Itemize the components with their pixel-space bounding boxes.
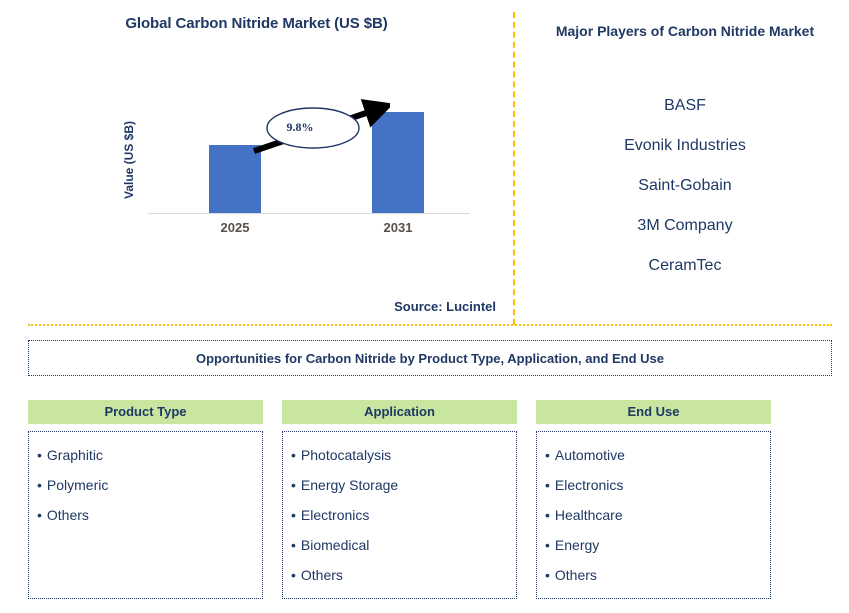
- cagr-value-label: 9.8%: [286, 120, 314, 134]
- list-item-label: Electronics: [554, 477, 624, 493]
- major-players-panel: Major Players of Carbon Nitride Market B…: [515, 0, 849, 325]
- major-players-title: Major Players of Carbon Nitride Market: [555, 23, 815, 39]
- bullet-icon: •: [37, 507, 42, 523]
- horizontal-divider: [28, 324, 832, 326]
- bullet-icon: •: [545, 447, 550, 463]
- list-item: • Others: [545, 560, 770, 590]
- category-list: • Photocatalysis • Energy Storage • Electro…: [282, 431, 517, 599]
- opportunities-banner-text: Opportunities for Carbon Nitride by Prod…: [195, 350, 665, 366]
- bullet-icon: •: [545, 537, 550, 553]
- chart-title: Global Carbon Nitride Market (US $B): [125, 15, 388, 32]
- x-tick-label-2031: 2031: [383, 220, 413, 235]
- list-item: Saint-Gobain: [638, 177, 732, 194]
- x-tick-label-2025: 2025: [220, 220, 250, 235]
- list-item: 3M Company: [637, 217, 733, 234]
- list-item: • Others: [37, 500, 262, 530]
- list-item: • Graphitic: [37, 440, 262, 470]
- bar-2031: [372, 112, 424, 213]
- list-item: • Energy Storage: [291, 470, 516, 500]
- list-item-label: Automotive: [554, 447, 625, 463]
- list-item-label: Energy: [554, 537, 600, 553]
- list-item: • Electronics: [545, 470, 770, 500]
- list-item-label: Electronics: [300, 507, 370, 523]
- bullet-icon: •: [37, 477, 42, 493]
- bullet-icon: •: [545, 567, 550, 583]
- list-item-label: Polymeric: [46, 477, 109, 493]
- category-column-product-type: Product Type • Graphitic • Polymeric • Othe…: [28, 400, 263, 599]
- category-column-application: Application • Photocatalysis • Energy Stor…: [282, 400, 517, 599]
- category-header: Product Type: [28, 400, 263, 424]
- list-item: • Electronics: [291, 500, 516, 530]
- category-list: • Automotive • Electronics • Healthcare • En…: [536, 431, 771, 599]
- list-item: CeramTec: [648, 257, 722, 274]
- list-item: • Energy: [545, 530, 770, 560]
- bullet-icon: •: [291, 537, 296, 553]
- vertical-divider: [513, 12, 515, 325]
- list-item: • Photocatalysis: [291, 440, 516, 470]
- source-note: Source: Lucintel: [394, 299, 496, 314]
- opportunity-categories: Product Type • Graphitic • Polymeric • Othe…: [28, 400, 832, 600]
- bullet-icon: •: [291, 507, 296, 523]
- list-item: • Biomedical: [291, 530, 516, 560]
- bullet-icon: •: [291, 567, 296, 583]
- bullet-icon: •: [545, 507, 550, 523]
- chart-baseline-axis: [148, 213, 470, 214]
- list-item: • Automotive: [545, 440, 770, 470]
- list-item-label: Others: [554, 567, 597, 583]
- bullet-icon: •: [291, 477, 296, 493]
- list-item-label: Energy Storage: [300, 477, 399, 493]
- opportunities-banner: Opportunities for Carbon Nitride by Prod…: [28, 340, 832, 376]
- list-item-label: Photocatalysis: [300, 447, 392, 463]
- list-item: • Others: [291, 560, 516, 590]
- bullet-icon: •: [291, 447, 296, 463]
- major-players-list: BASF Evonik Industries Saint-Gobain 3M C…: [530, 86, 840, 286]
- list-item-label: Healthcare: [554, 507, 623, 523]
- category-list: • Graphitic • Polymeric • Others: [28, 431, 263, 599]
- market-chart-panel: Global Carbon Nitride Market (US $B) Val…: [0, 0, 513, 325]
- list-item: Evonik Industries: [624, 137, 746, 154]
- category-column-end-use: End Use • Automotive • Electronics • Health…: [536, 400, 771, 599]
- list-item: BASF: [664, 97, 706, 114]
- category-header: Application: [282, 400, 517, 424]
- list-item: • Healthcare: [545, 500, 770, 530]
- bullet-icon: •: [545, 477, 550, 493]
- cagr-growth-arrow-icon: [253, 99, 390, 154]
- list-item-label: Graphitic: [46, 447, 103, 463]
- list-item-label: Others: [300, 567, 343, 583]
- bullet-icon: •: [37, 447, 42, 463]
- list-item-label: Biomedical: [300, 537, 370, 553]
- y-axis-label: Value (US $B): [122, 120, 136, 200]
- category-header: End Use: [536, 400, 771, 424]
- bar-2025: [209, 145, 261, 213]
- list-item: • Polymeric: [37, 470, 262, 500]
- list-item-label: Others: [46, 507, 89, 523]
